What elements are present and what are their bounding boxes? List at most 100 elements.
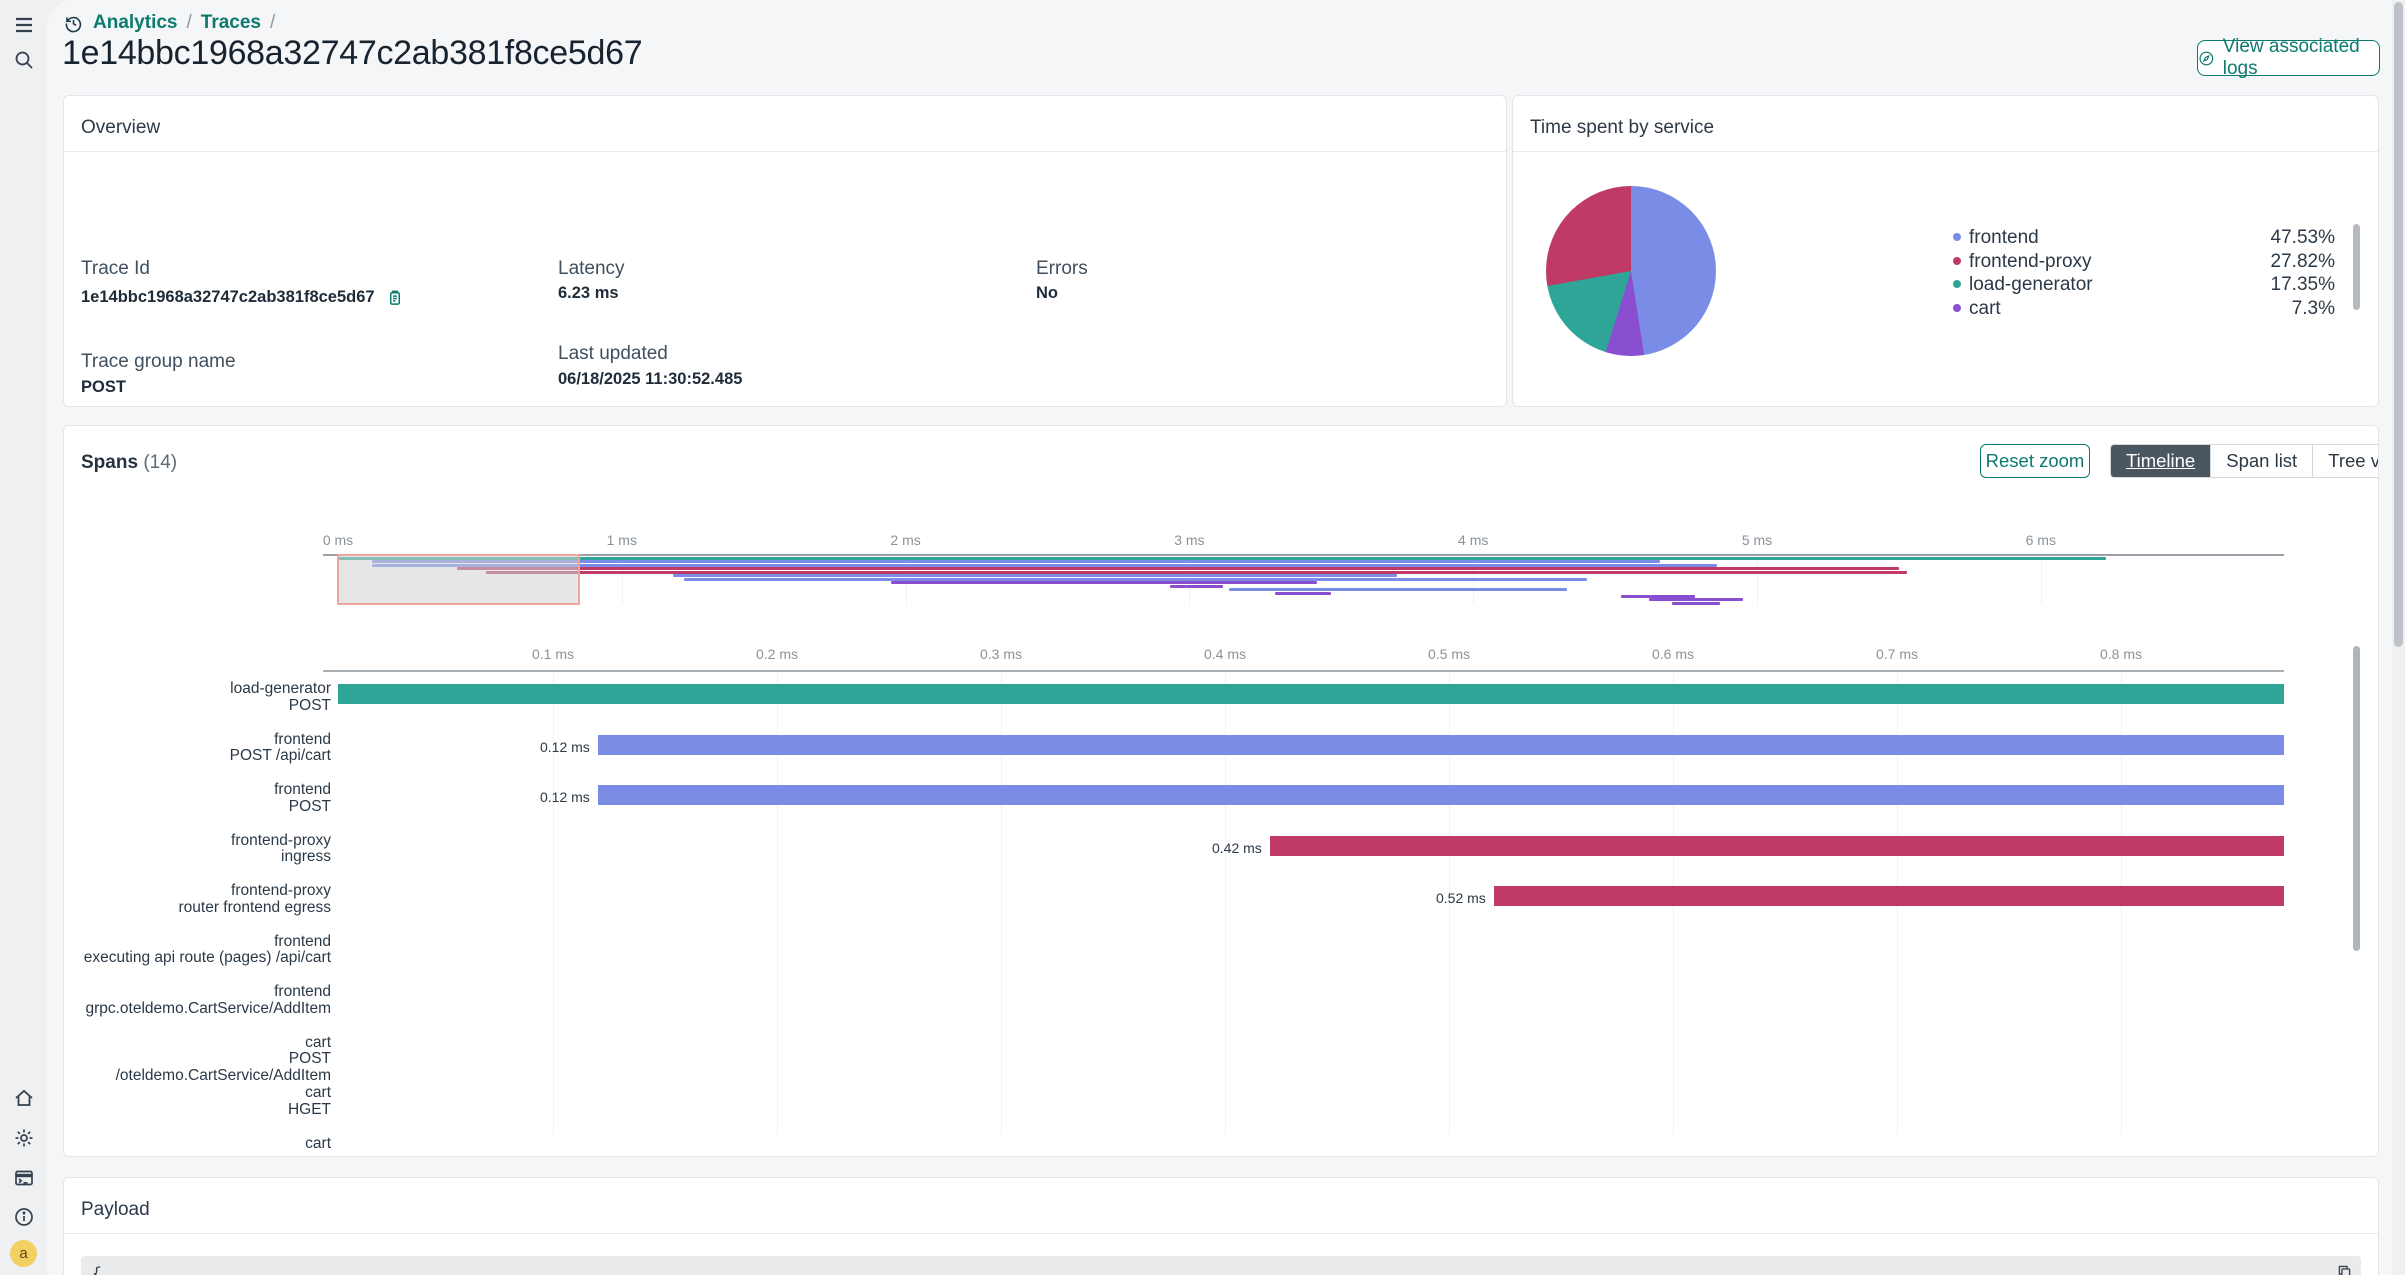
minimap-span-bar: [1671, 601, 1721, 605]
payload-code-block[interactable]: {: [81, 1256, 2361, 1275]
reset-zoom-button[interactable]: Reset zoom: [1980, 444, 2090, 478]
span-bar[interactable]: [597, 785, 2284, 805]
legend-label: cart: [1969, 297, 2001, 319]
span-operation-name: grpc.oteldemo.CartService/AddItem: [85, 999, 331, 1017]
copy-icon[interactable]: [385, 288, 404, 307]
minimap-span-bar: [1649, 598, 1743, 602]
tab-span-list[interactable]: Span list: [2210, 445, 2313, 477]
sidebar: a: [0, 0, 47, 1275]
tab-tree-view[interactable]: Tree view: [2312, 445, 2378, 477]
view-mode-tab-group: Timeline Span list Tree view: [2110, 444, 2378, 478]
minimap-gridline: [2040, 556, 2042, 604]
errors-value: No: [1036, 284, 1058, 302]
breadcrumb: Analytics / Traces /: [63, 11, 275, 35]
detail-tick-label: 0.2 ms: [755, 646, 799, 662]
latency-label: Latency: [558, 258, 625, 279]
span-row-label: cart: [71, 1134, 331, 1153]
detail-tick-label: 0.5 ms: [1427, 646, 1471, 662]
detail-tick-label: 0.1 ms: [531, 646, 575, 662]
detail-gridline: [1449, 672, 1450, 1134]
minimap-tick-label: 0 ms: [322, 532, 354, 548]
minimap-selection-overlay[interactable]: [337, 554, 580, 605]
search-icon[interactable]: [13, 49, 35, 71]
overview-card: Overview Trace Id 1e14bbc1968a32747c2ab3…: [63, 95, 1507, 407]
minimap-gridline: [621, 556, 623, 604]
minimap-span-bar: [1274, 591, 1332, 595]
span-operation-name: POST: [288, 797, 331, 815]
pie-chart: [1546, 186, 1716, 356]
spans-title-text: Spans: [81, 452, 139, 473]
menu-icon[interactable]: [13, 14, 35, 36]
trace-id-value: 1e14bbc1968a32747c2ab381f8ce5d67: [81, 288, 375, 306]
detail-tick-label: 0.8 ms: [2099, 646, 2143, 662]
legend-label: frontend: [1969, 227, 2039, 248]
payload-copy-icon[interactable]: [2336, 1263, 2353, 1275]
minimap-span-bar: [372, 560, 1661, 564]
span-bar[interactable]: [597, 734, 2284, 755]
span-row-label: cart POST /oteldemo.CartService/AddItem: [71, 1033, 331, 1085]
spans-count: (14): [143, 452, 178, 473]
minimap-tick-label: 2 ms: [890, 532, 921, 548]
detail-axis-line: [323, 670, 2284, 672]
span-duration-label: 0.12 ms: [539, 738, 590, 755]
minimap-span-bar: [372, 563, 1718, 567]
legend-value: 47.53%: [2270, 227, 2335, 248]
span-service-name: frontend: [274, 932, 331, 950]
minimap-span-bar: [684, 577, 1587, 581]
detail-gridline: [553, 672, 554, 1134]
last-updated-value: 06/18/2025 11:30:52.485: [558, 370, 743, 388]
span-duration-label: 0.52 ms: [1435, 890, 1486, 906]
last-updated-label: Last updated: [558, 343, 668, 364]
span-service-name: cart: [305, 1033, 331, 1051]
divider: [64, 151, 1506, 152]
breadcrumb-separator: /: [186, 12, 192, 33]
compass-icon: [2199, 51, 2214, 65]
span-service-name: frontend-proxy: [231, 882, 331, 899]
tab-timeline[interactable]: Timeline: [2111, 445, 2211, 477]
divider: [64, 1233, 2378, 1234]
spans-scrollbar-thumb[interactable]: [2353, 646, 2360, 951]
span-service-name: cart: [305, 1134, 331, 1152]
span-duration-label: 0.12 ms: [539, 789, 590, 805]
latency-value: 6.23 ms: [558, 284, 619, 302]
page-scrollbar-thumb[interactable]: [2394, 2, 2403, 647]
home-icon[interactable]: [13, 1087, 35, 1109]
detail-tick-label: 0.4 ms: [1203, 646, 1247, 662]
settings-gear-icon[interactable]: [13, 1127, 35, 1149]
legend-scrollbar-thumb[interactable]: [2353, 224, 2360, 310]
view-associated-logs-label: View associated logs: [2222, 36, 2360, 79]
minimap-tick-label: 5 ms: [1741, 532, 1773, 548]
trace-group-name-value: POST: [81, 378, 126, 396]
user-avatar[interactable]: a: [10, 1240, 37, 1267]
history-icon: [65, 16, 82, 32]
span-bar[interactable]: [1493, 886, 2284, 906]
overview-card-title: Overview: [81, 117, 161, 138]
span-row-label: load-generator POST: [71, 680, 331, 714]
legend-dot: [1953, 303, 1961, 312]
span-operation-name: POST /oteldemo.CartService/AddItem: [115, 1050, 331, 1084]
page-scrollbar-track[interactable]: [2392, 0, 2405, 1275]
span-service-name: cart: [305, 1084, 331, 1101]
terminal-icon[interactable]: [13, 1167, 35, 1189]
span-service-name: frontend-proxy: [231, 831, 331, 849]
time-spent-card: Time spent by service frontend 47.53% fron…: [1512, 95, 2379, 407]
span-operation-name: router frontend egress: [178, 898, 331, 916]
view-associated-logs-button[interactable]: View associated logs: [2197, 36, 2380, 79]
breadcrumb-link-traces[interactable]: Traces: [200, 12, 261, 33]
breadcrumb-link-analytics[interactable]: Analytics: [93, 12, 178, 33]
legend-value: 17.35%: [2270, 274, 2335, 295]
span-row-label: frontend-proxy router frontend egress: [71, 882, 331, 916]
span-bar[interactable]: [337, 684, 2284, 704]
legend-dot: [1953, 256, 1961, 265]
info-icon[interactable]: [13, 1206, 35, 1228]
payload-card-title: Payload: [81, 1199, 150, 1220]
span-row-label: frontend grpc.oteldemo.CartService/AddIte…: [71, 983, 331, 1017]
spans-title: Spans (14): [81, 452, 177, 474]
page-title: 1e14bbc1968a32747c2ab381f8ce5d67: [62, 34, 643, 72]
span-row-label: frontend POST /api/cart: [71, 731, 331, 765]
minimap-span-bar: [1229, 588, 1567, 592]
legend-row: load-generator 17.35%: [1953, 274, 2335, 295]
legend-row: frontend-proxy 27.82%: [1953, 251, 2335, 272]
span-bar[interactable]: [1269, 835, 2284, 856]
